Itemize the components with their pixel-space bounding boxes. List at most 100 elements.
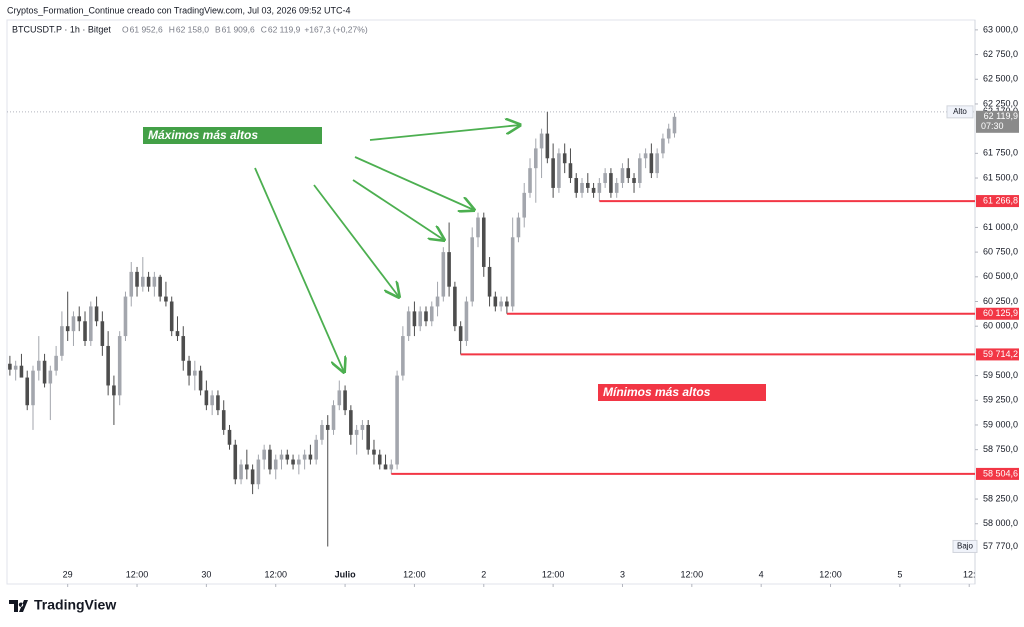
candle-body (227, 429, 232, 445)
arrow (354, 156, 474, 210)
last-badge (976, 110, 1019, 133)
arrow (369, 125, 520, 141)
x-tick-label: 29 (63, 569, 73, 579)
candle-body (493, 296, 498, 307)
ohlc-legend: O 61 952,6 H 62 158,0 B 61 909,6 C 62 119,9 +167… (122, 24, 368, 34)
candle-body (568, 163, 573, 179)
ohlc-key: C (261, 24, 267, 34)
candle-body (406, 311, 411, 337)
x-tick-label: 12:00 (126, 569, 149, 579)
candle-body (94, 306, 99, 322)
candle-body (302, 454, 307, 460)
candle-body (435, 296, 440, 307)
candle-body (337, 390, 342, 406)
candle-body (620, 168, 625, 183)
annotation-box (598, 384, 766, 401)
annotation-box (143, 127, 322, 144)
candle-body (383, 464, 388, 470)
candle-body (262, 449, 266, 460)
y-tick-label: 58 250,0 (983, 493, 1018, 503)
candle-body (256, 459, 261, 485)
candle-body (198, 370, 203, 391)
candle-body (522, 192, 527, 218)
level-label: 60 125,9 (983, 308, 1018, 318)
y-tick-label: 62 500,0 (983, 74, 1018, 84)
candle-body (308, 454, 313, 460)
candle-body (412, 311, 417, 327)
y-tick-label: 59 500,0 (983, 370, 1018, 380)
candle-body (429, 306, 434, 322)
candle-body (210, 395, 214, 406)
ohlc-value: 61 909,6 (222, 24, 255, 34)
x-tick-label: 30 (201, 569, 211, 579)
candle-body (372, 449, 376, 455)
candle-body (354, 429, 359, 435)
candle-body (533, 148, 538, 169)
x-tick-label: 12:00 (264, 569, 287, 579)
candle-body (71, 316, 76, 332)
candle-body (117, 336, 122, 396)
candle-body (175, 331, 180, 337)
ohlc-key: H (169, 24, 175, 34)
candle-body (487, 266, 492, 297)
arrow (313, 184, 399, 297)
candle-body (505, 301, 509, 307)
candle-body (106, 345, 110, 386)
y-tick-label: 63 000,0 (983, 24, 1018, 34)
candle-body (424, 311, 428, 322)
candle-body (626, 168, 631, 179)
ohlc-key: B (215, 24, 221, 34)
low-name: Bajo (957, 542, 974, 551)
x-tick-label: 12:00 (681, 569, 704, 579)
candle-body (401, 336, 405, 376)
candle-body (418, 311, 422, 327)
candle-body (447, 252, 451, 287)
candle-body (609, 173, 613, 193)
level-label: 58 504,6 (983, 468, 1018, 478)
candle-body (13, 365, 18, 370)
logo-text: TradingView (34, 597, 116, 613)
x-tick-label: 12:00 (819, 569, 842, 579)
candle-body (233, 444, 238, 480)
candle-body (360, 424, 365, 430)
candle-body (123, 296, 128, 337)
last-countdown: 07:30 (981, 121, 1004, 131)
candle-body (100, 321, 105, 346)
candle-body (528, 168, 532, 193)
candle-body (638, 158, 642, 183)
candle-body (65, 326, 70, 332)
symbol: BTCUSDT.P · 1h · Bitget (12, 24, 111, 34)
candle-body (632, 178, 636, 183)
logo-icon (9, 600, 28, 612)
candle-body (135, 271, 139, 287)
candle-body (31, 370, 35, 406)
candle-body (291, 459, 295, 465)
candle-body (551, 158, 555, 188)
x-tick-label: 4 (759, 569, 764, 579)
candle-body (655, 153, 659, 174)
x-tick-label: 12: (963, 569, 976, 579)
candle-body (557, 153, 561, 188)
y-tick-label: 62 750,0 (983, 49, 1018, 59)
level-badge (976, 195, 1019, 208)
y-tick-label: 62 250,0 (983, 98, 1018, 108)
candle-body (193, 370, 197, 376)
candle-body (112, 385, 116, 396)
credit: Cryptos_Formation_Continue creado con Tr… (7, 5, 351, 15)
arrow (254, 167, 344, 372)
candle-body (221, 410, 226, 430)
level-label: 59 714,2 (983, 349, 1018, 359)
y-tick-label: 58 750,0 (983, 444, 1018, 454)
candle-body (77, 316, 82, 322)
candle-body (42, 360, 47, 384)
y-tick-label: 61 500,0 (983, 172, 1018, 182)
candle-body (152, 276, 157, 287)
x-tick-label: 12:00 (403, 569, 426, 579)
y-tick-label: 60 500,0 (983, 271, 1018, 281)
candle-body (285, 454, 290, 460)
candle-body (60, 326, 64, 356)
candle-body (204, 390, 209, 406)
candle-body (516, 217, 521, 238)
